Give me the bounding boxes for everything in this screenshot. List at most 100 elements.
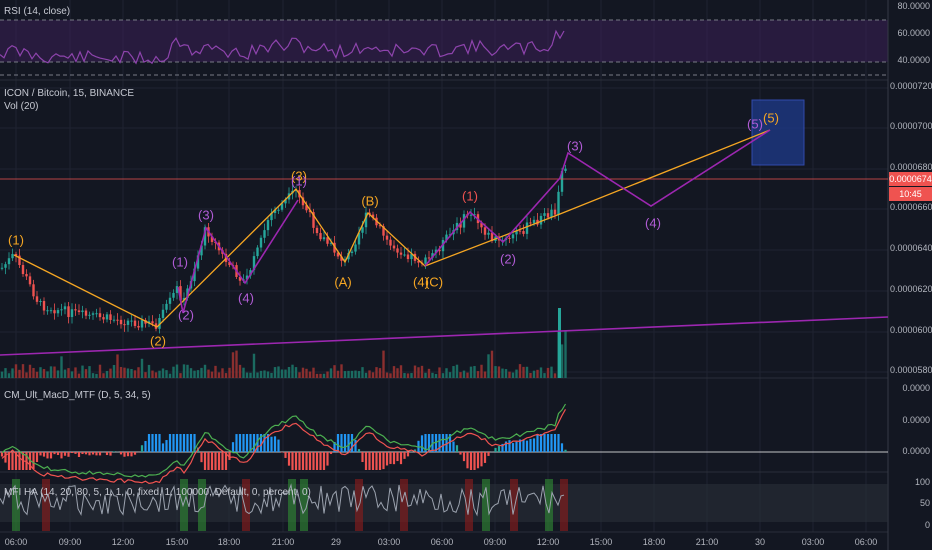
volume-bar bbox=[553, 373, 557, 378]
candle-body bbox=[256, 247, 259, 257]
macd-bar bbox=[350, 434, 354, 452]
macd-bar bbox=[326, 452, 329, 466]
volume-bar bbox=[284, 369, 287, 378]
candle-body bbox=[259, 237, 263, 248]
macd-bar bbox=[508, 440, 511, 452]
wave-label-purple[interactable]: (5) bbox=[747, 116, 763, 132]
volume-bar bbox=[105, 370, 109, 378]
mfi-line bbox=[0, 483, 565, 517]
wave-label-purple[interactable]: (2) bbox=[500, 251, 516, 267]
wave-label-purple[interactable]: (4) bbox=[238, 290, 254, 306]
volume-bar bbox=[385, 372, 389, 378]
macd-bar bbox=[144, 441, 147, 452]
wave-label-purple[interactable]: (1) bbox=[291, 173, 307, 189]
orange-wave-line[interactable] bbox=[13, 129, 771, 328]
wave-label-orange[interactable]: (4) bbox=[413, 274, 429, 290]
volume-bar bbox=[123, 367, 126, 378]
macd-bar bbox=[483, 452, 487, 463]
wave-label-orange[interactable]: (5) bbox=[763, 110, 779, 126]
volume-bar bbox=[448, 372, 452, 378]
wave-label-orange[interactable]: (3) bbox=[291, 168, 307, 184]
volume-bar bbox=[347, 370, 350, 378]
macd-tick: 0.0000 bbox=[902, 446, 930, 456]
macd-bar bbox=[529, 438, 532, 452]
macd-bar bbox=[147, 434, 151, 452]
candle-body bbox=[32, 284, 35, 297]
volume-bar bbox=[298, 372, 301, 378]
volume-bar bbox=[459, 372, 462, 378]
candle-body bbox=[81, 310, 84, 313]
mfi-column bbox=[300, 479, 308, 531]
candle-body bbox=[431, 253, 434, 258]
volume-bar bbox=[371, 372, 375, 378]
macd-bar bbox=[95, 452, 98, 456]
candle-body bbox=[382, 226, 385, 236]
candle-body bbox=[361, 227, 364, 233]
candle-body bbox=[473, 214, 476, 216]
volume-bar bbox=[28, 364, 32, 378]
volume-bar bbox=[424, 372, 427, 378]
macd-bar bbox=[263, 434, 266, 452]
macd-bar bbox=[301, 452, 305, 470]
candle-body bbox=[347, 252, 350, 260]
macd-bar bbox=[39, 452, 42, 456]
wave-label-purple[interactable]: (3) bbox=[567, 138, 583, 154]
volume-bar bbox=[280, 369, 284, 378]
mfi-tick: 50 bbox=[919, 498, 930, 508]
candle-body bbox=[319, 233, 322, 240]
candle-body bbox=[522, 231, 525, 234]
volume-bar bbox=[396, 368, 399, 378]
macd-line bbox=[1, 403, 567, 478]
wave-label-orange[interactable]: (2) bbox=[150, 333, 166, 349]
time-tick: 21:00 bbox=[695, 537, 719, 547]
macd-bar bbox=[371, 452, 375, 470]
macd-bar bbox=[109, 452, 112, 456]
mfi-column bbox=[42, 479, 50, 531]
candle-body bbox=[158, 317, 161, 329]
wave-label-orange[interactable]: (C) bbox=[424, 274, 444, 290]
candle-body bbox=[438, 249, 441, 252]
candle-body bbox=[102, 317, 105, 320]
candle-body bbox=[389, 239, 392, 246]
volume-bar bbox=[74, 367, 77, 378]
macd-tick: 0.0000 bbox=[902, 383, 930, 393]
macd-title: CM_Ult_MacD_MTF (D, 5, 34, 5) bbox=[4, 390, 151, 401]
macd-bar bbox=[375, 452, 378, 470]
macd-bar bbox=[154, 434, 158, 452]
trendline-purple[interactable] bbox=[0, 316, 889, 356]
candle-body bbox=[546, 213, 550, 218]
wave-label-purple[interactable]: (4) bbox=[645, 215, 661, 231]
candle-body bbox=[564, 168, 567, 171]
volume-bar bbox=[189, 368, 193, 378]
candle-body bbox=[0, 267, 4, 269]
candle-body bbox=[238, 276, 242, 281]
volume-bar bbox=[193, 370, 196, 378]
wave-label-orange[interactable]: (A) bbox=[334, 274, 352, 290]
macd-bar bbox=[396, 452, 399, 462]
wave-label-orange[interactable]: (B) bbox=[361, 193, 379, 209]
wave-label-purple[interactable]: (2) bbox=[178, 307, 194, 323]
wave-label-red[interactable]: (1) bbox=[462, 188, 478, 204]
macd-bar bbox=[224, 452, 228, 470]
volume-bar bbox=[536, 369, 539, 378]
wave-label-purple[interactable]: (1) bbox=[172, 254, 188, 270]
macd-bar bbox=[357, 449, 361, 452]
macd-bar bbox=[182, 434, 186, 452]
purple-wave-line-left[interactable] bbox=[177, 199, 299, 314]
volume-bar bbox=[427, 368, 431, 378]
volume-bar bbox=[558, 308, 561, 378]
volume-bar bbox=[130, 368, 133, 378]
volume-bar bbox=[329, 368, 333, 378]
purple-wave-line-right[interactable] bbox=[424, 129, 771, 267]
candle-body bbox=[133, 320, 137, 326]
volume-bar bbox=[336, 370, 340, 378]
target-box[interactable] bbox=[751, 99, 805, 166]
wave-label-purple[interactable]: (3) bbox=[198, 207, 214, 223]
candle-body bbox=[462, 214, 466, 228]
candle-body bbox=[77, 310, 81, 313]
wave-label-orange[interactable]: (1) bbox=[8, 232, 24, 248]
volume-bar bbox=[462, 370, 466, 378]
volume-bar bbox=[238, 364, 242, 378]
volume-bar bbox=[186, 364, 189, 378]
